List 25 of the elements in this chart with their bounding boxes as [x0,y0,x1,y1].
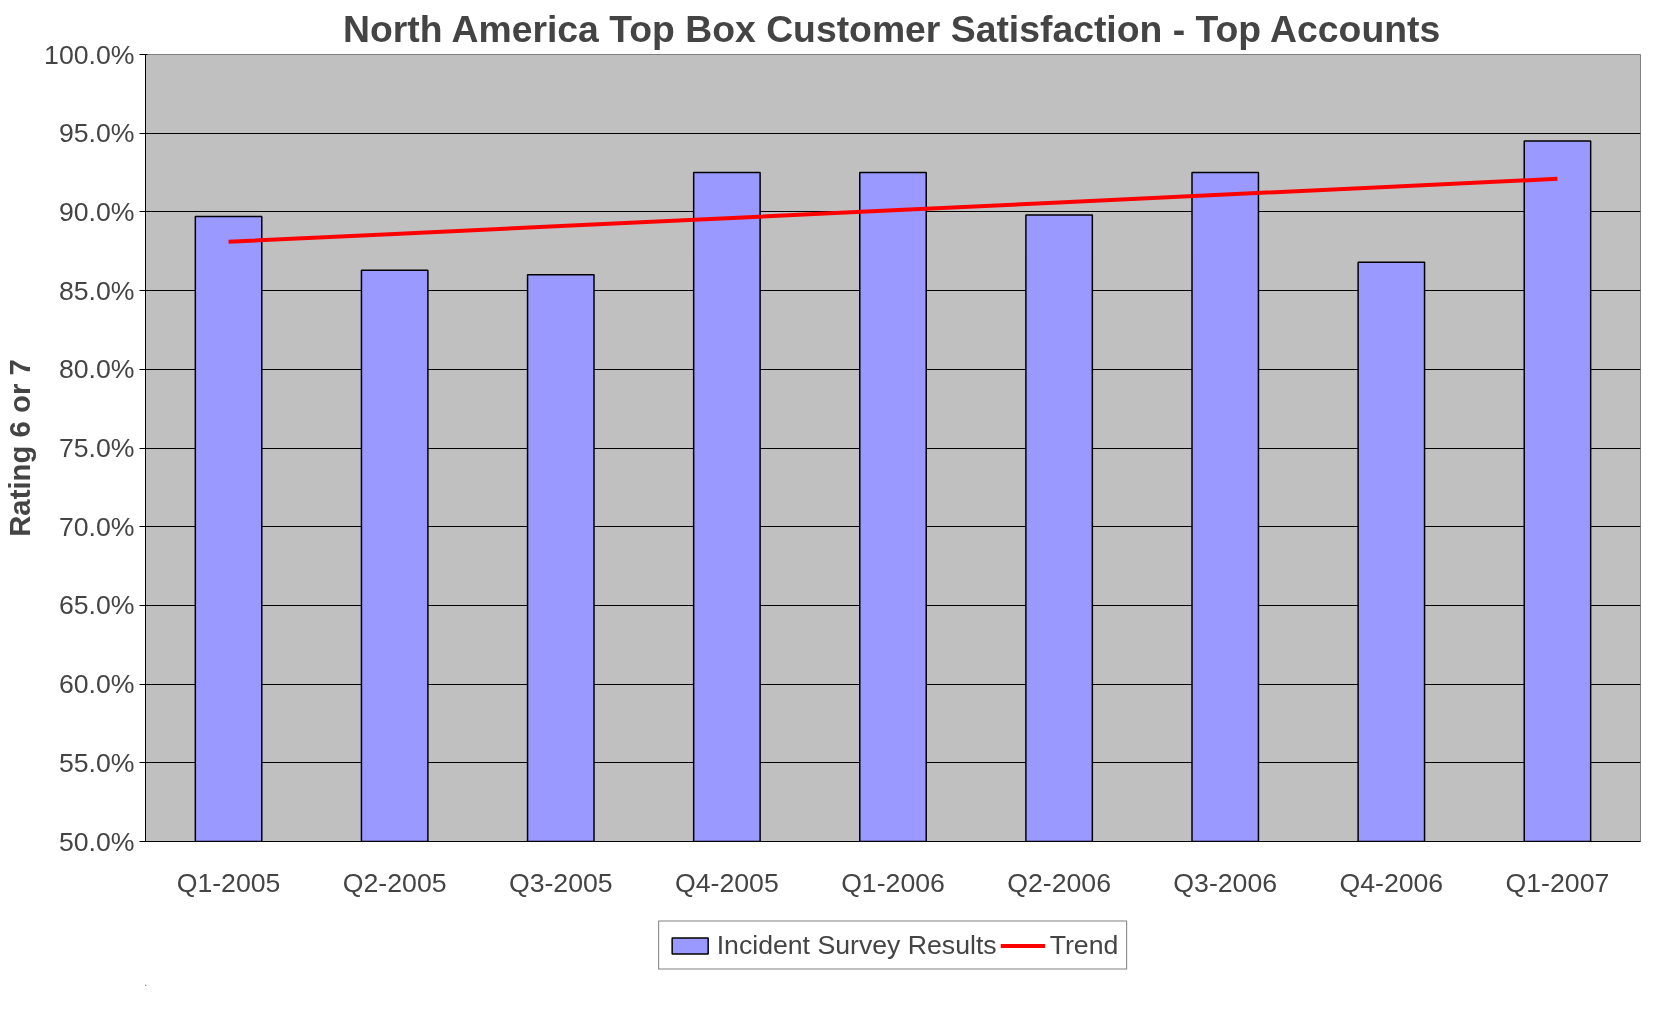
y-tick-label: 65.0% [58,590,135,621]
y-tick-label: 80.0% [58,354,135,385]
legend-label: Incident Survey Results [716,929,997,961]
y-tick-label: 85.0% [58,275,135,306]
y-tick-label: 60.0% [58,669,135,700]
x-tick-label: Q4-2006 [1339,867,1444,898]
x-tick-label: Q1-2006 [841,867,945,898]
x-tick-label: Q2-2006 [1007,867,1111,898]
x-tick-label: Q1-2007 [1505,867,1610,898]
y-tick-label: 50.0% [58,826,135,857]
x-tick-label: Q3-2006 [1173,867,1278,898]
y-tick-label: 75.0% [58,433,135,463]
y-tick-label: 70.0% [58,511,135,542]
y-axis-title: Rating 6 or 7 [3,359,37,537]
chart-title: North America Top Box Customer Satisfaction - Top Accounts [343,7,1441,50]
x-tick-label: Q3-2005 [508,867,613,898]
y-tick-label: 100.0% [44,39,135,70]
x-tick-label: Q2-2005 [342,867,447,898]
x-tick-label: Q4-2005 [675,867,779,898]
legend-label: Trend [1049,929,1119,961]
y-tick-label: 90.0% [58,196,135,227]
y-tick-label: 55.0% [58,747,135,778]
y-tick-label: 95.0% [58,118,135,149]
x-tick-label: Q1-2005 [176,867,281,898]
line-series [226,176,1560,244]
